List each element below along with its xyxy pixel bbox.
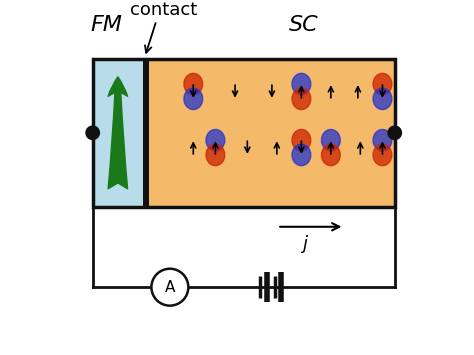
Bar bbox=[143, 59, 149, 207]
Ellipse shape bbox=[373, 144, 392, 166]
Ellipse shape bbox=[373, 88, 392, 110]
Ellipse shape bbox=[373, 73, 392, 95]
Text: A: A bbox=[164, 280, 175, 295]
Text: contact: contact bbox=[129, 1, 197, 19]
Ellipse shape bbox=[373, 130, 392, 151]
Ellipse shape bbox=[321, 144, 340, 166]
Ellipse shape bbox=[206, 130, 225, 151]
Circle shape bbox=[388, 126, 401, 140]
Ellipse shape bbox=[292, 88, 311, 110]
Ellipse shape bbox=[184, 73, 203, 95]
Ellipse shape bbox=[292, 130, 311, 151]
Text: FM: FM bbox=[90, 16, 122, 36]
Ellipse shape bbox=[184, 88, 203, 110]
Bar bbox=[93, 59, 395, 207]
Bar bbox=[93, 59, 143, 207]
Bar bbox=[149, 59, 395, 207]
Circle shape bbox=[86, 126, 100, 140]
Text: SC: SC bbox=[289, 16, 319, 36]
Ellipse shape bbox=[292, 144, 311, 166]
Ellipse shape bbox=[206, 144, 225, 166]
Circle shape bbox=[151, 269, 188, 306]
Ellipse shape bbox=[321, 130, 340, 151]
Text: j: j bbox=[301, 235, 307, 253]
Ellipse shape bbox=[292, 73, 311, 95]
